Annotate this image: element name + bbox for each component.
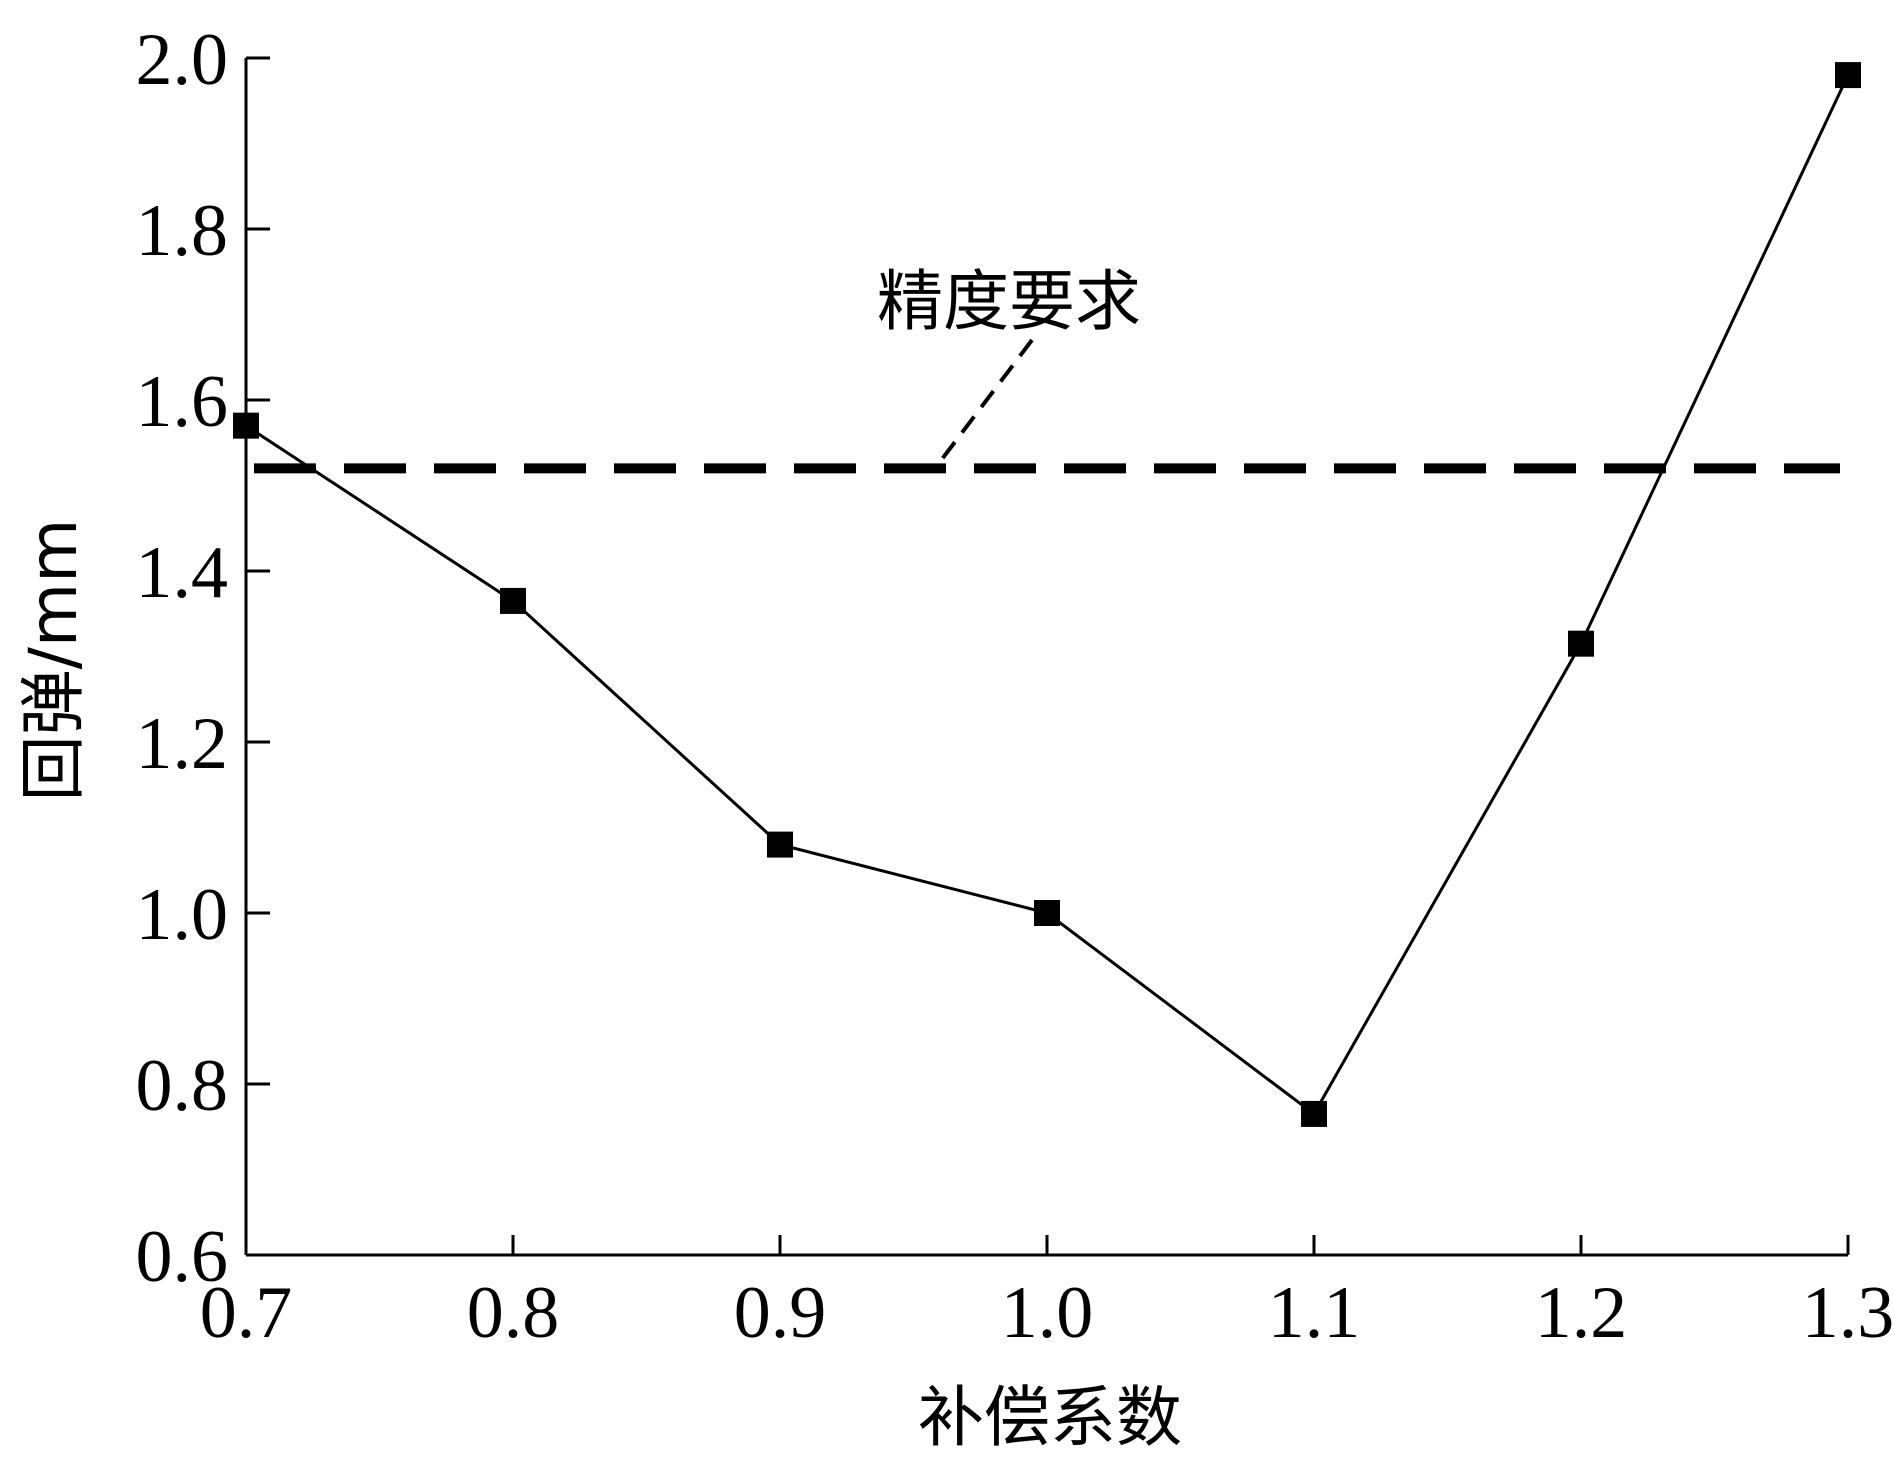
x-axis-title: 补偿系数 (918, 1379, 1182, 1456)
reference-line-label: 精度要求 (877, 263, 1141, 340)
x-tick-label: 0.9 (734, 1272, 827, 1354)
y-tick-label: 2.0 (136, 19, 229, 101)
y-axis-title: 回弹/mm (15, 519, 92, 802)
y-tick-label: 1.4 (136, 532, 229, 614)
data-point (233, 412, 259, 439)
reference-leader-line (936, 338, 1034, 466)
axes (244, 58, 1848, 1257)
y-tick-label: 1.0 (136, 874, 229, 956)
x-tick-label: 1.1 (1268, 1272, 1361, 1354)
data-point (500, 587, 526, 614)
x-tick-label: 0.8 (467, 1272, 560, 1354)
series-line (245, 74, 1850, 1117)
y-tick-label: 1.8 (136, 190, 229, 272)
data-point (1835, 62, 1861, 89)
data-point (767, 831, 793, 858)
data-point (1301, 1100, 1327, 1127)
y-tick-label: 1.6 (136, 361, 229, 443)
y-tick-label: 0.8 (136, 1045, 229, 1127)
ticks: 0.7 0.8 0.9 1.0 1.1 1.2 1.3 0.6 0.8 1.0 1.2 1.4 1.6 1… (136, 19, 1894, 1354)
data-point (1034, 900, 1060, 926)
data-point (1568, 630, 1594, 657)
x-tick-label: 1.2 (1535, 1272, 1628, 1354)
y-tick-label: 1.2 (136, 703, 229, 785)
x-tick-label: 0.7 (200, 1272, 293, 1354)
y-tick-label: 0.6 (136, 1216, 229, 1298)
plot-area (233, 62, 1861, 1127)
x-tick-label: 1.0 (1001, 1272, 1094, 1354)
x-tick-label: 1.3 (1802, 1272, 1894, 1354)
